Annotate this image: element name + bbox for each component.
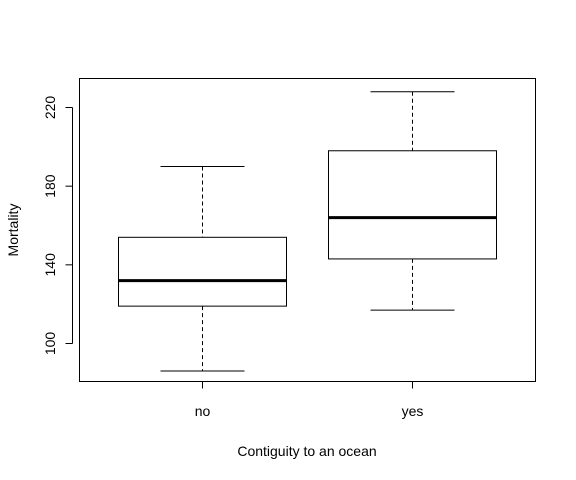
y-axis: 100 140 180 220 xyxy=(42,96,73,356)
plot-frame xyxy=(79,78,536,382)
y-tick-label: 180 xyxy=(42,174,58,198)
boxes xyxy=(118,91,497,372)
iqr-box xyxy=(118,236,287,307)
y-tick-label: 100 xyxy=(42,332,58,356)
box-no xyxy=(118,166,287,372)
iqr-box xyxy=(328,150,497,260)
box-yes xyxy=(328,91,497,311)
x-axis-label: Contiguity to an ocean xyxy=(237,443,376,459)
x-tick-label-yes: yes xyxy=(402,403,424,419)
x-tick-label-no: no xyxy=(195,403,211,419)
y-tick-label: 140 xyxy=(42,253,58,277)
x-axis: no yes xyxy=(195,381,424,419)
y-axis-label: Mortality xyxy=(5,204,21,257)
y-tick-label: 220 xyxy=(42,96,58,120)
